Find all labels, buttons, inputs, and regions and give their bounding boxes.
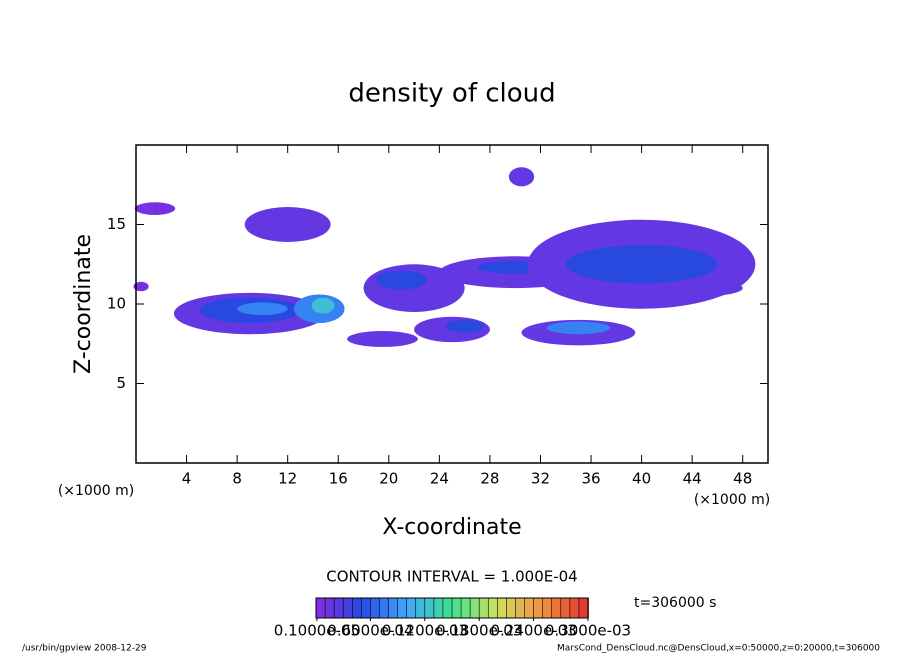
x-axis-label: X-coordinate [382,515,521,540]
x-tick-label: 20 [379,470,398,488]
x-unit: (×1000 m) [694,492,770,508]
cloud-region [133,281,149,292]
y-axis-label: Z-coordinate [71,234,96,374]
colorbar-band [424,597,435,619]
cloud-region [347,331,418,347]
y-tick-label: 5 [116,374,126,392]
x-tick-label: 16 [329,470,348,488]
cloud-region [546,321,611,335]
colorbar-band [433,597,444,619]
colorbar-band [515,597,526,619]
colorbar-band [478,597,490,619]
colorbar-tick-label: 0.1200e-03 [382,622,468,640]
footer-right: MarsCond_DensCloud.nc@DensCloud,x=0:5000… [557,644,880,654]
cloud-region [565,245,718,284]
colorbar-band [551,597,562,619]
colorbar-band [542,597,553,619]
x-tick-label: 36 [581,470,600,488]
colorbar-band [333,597,344,619]
x-tick-label: 8 [232,470,242,488]
cloud-region [237,302,288,316]
colorbar-band [560,597,571,619]
cloud-region [244,207,331,242]
x-tick-label: 32 [531,470,550,488]
y-unit: (×1000 m) [58,483,134,499]
colorbar-frame [315,597,589,619]
x-tick-label: 48 [733,470,752,488]
colorbar-band [469,597,480,619]
x-tick-label: 4 [182,470,192,488]
colorbar-band [497,597,508,619]
colorbar-band [324,597,335,619]
colorbar-band [533,597,544,619]
colorbar-band [415,597,426,619]
colorbar-tick-label: 0.3000e-03 [545,622,631,640]
colorbar-band [315,597,326,619]
cloud-region [311,297,335,314]
colorbar-band [406,597,417,619]
colorbar-band [370,597,381,619]
colorbar-band [379,597,390,619]
cloud-region [666,280,743,297]
colorbar-band [451,597,462,619]
chart-title: density of cloud [348,79,555,109]
cloud-region [134,202,176,215]
colorbar-band [487,597,499,619]
cloud-region [445,319,484,333]
colorbar-band [397,597,408,619]
colorbar-band [578,597,589,619]
colorbar-band [569,597,580,619]
x-tick-label: 40 [632,470,651,488]
colorbar-band [388,597,399,619]
colorbar-band [342,597,354,619]
colorbar-tick-label: 0.1000e-05 [274,622,360,640]
y-tick-label: 15 [107,215,126,233]
colorbar-band [524,597,535,619]
y-tick-label: 10 [107,295,126,313]
colorbar-band [460,597,471,619]
colorbar-tick-label: 0.2400e-03 [490,622,576,640]
footer-left: /usr/bin/gpview 2008-12-29 [22,644,147,654]
colorbar-tick-label: 0.6000e-04 [327,622,413,640]
time-label: t=306000 s [634,595,716,611]
x-tick-label: 24 [430,470,449,488]
colorbar-band [361,597,372,619]
contour-interval: CONTOUR INTERVAL = 1.000E-04 [326,568,577,586]
cloud-region [508,167,535,187]
x-tick-label: 12 [278,470,297,488]
colorbar-band [351,597,363,619]
cloud-region [376,270,427,290]
x-tick-label: 28 [480,470,499,488]
colorbar-band [442,597,453,619]
colorbar-tick-label: 0.1800e-03 [436,622,522,640]
x-tick-label: 44 [683,470,702,488]
colorbar-band [506,597,517,619]
